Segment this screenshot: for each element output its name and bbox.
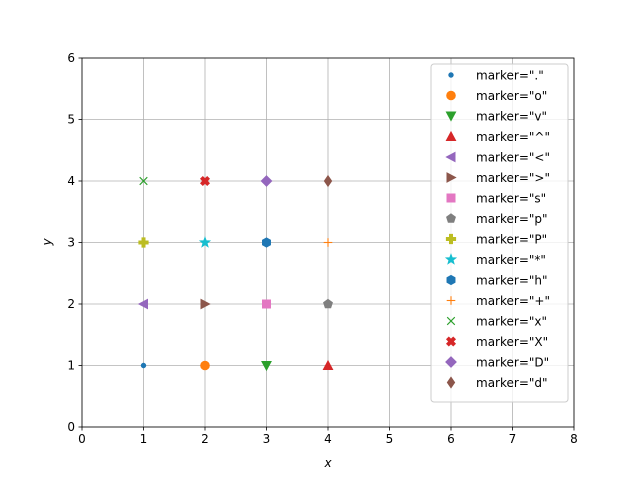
legend-label: marker="d" xyxy=(476,376,548,390)
legend-marker-thin-diamond xyxy=(446,376,456,389)
legend-marker-x-filled xyxy=(445,336,457,347)
x-tick-label: 4 xyxy=(324,432,332,446)
y-tick-label: 6 xyxy=(67,51,75,65)
y-tick-label: 1 xyxy=(67,359,75,373)
legend-label: marker="p" xyxy=(476,212,548,226)
x-tick-label: 2 xyxy=(201,432,209,446)
x-tick-label: 6 xyxy=(447,432,455,446)
legend-item: marker="s" xyxy=(446,192,546,206)
legend-marker-hexagon xyxy=(446,274,456,286)
data-point-x xyxy=(139,176,148,186)
legend-item: marker="X" xyxy=(445,335,548,349)
legend-label: marker="P" xyxy=(476,233,547,247)
legend-item: marker="v" xyxy=(445,110,547,124)
legend-item: marker="D" xyxy=(445,356,549,370)
x-tick-label: 8 xyxy=(570,432,578,446)
legend-item: marker="<" xyxy=(445,151,550,165)
legend-item: marker=">" xyxy=(446,171,550,185)
data-point-plus xyxy=(323,238,333,247)
legend-item: marker="d" xyxy=(446,376,548,390)
axes xyxy=(78,57,575,431)
data-point-triangle-down xyxy=(261,361,272,372)
legend-item: marker="." xyxy=(448,69,544,83)
y-tick-label: 0 xyxy=(67,420,75,434)
legend-item: marker="x" xyxy=(446,315,547,329)
data-point-point xyxy=(140,362,147,369)
data-point-thin-diamond xyxy=(323,174,333,188)
x-tick-label: 5 xyxy=(386,432,394,446)
legend-item: marker="^" xyxy=(445,130,550,144)
legend-marker-point xyxy=(448,72,454,78)
y-tick-label: 5 xyxy=(67,113,75,127)
y-axis-label: y xyxy=(40,238,54,247)
legend-item: marker="o" xyxy=(446,89,547,103)
data-point-diamond xyxy=(260,175,273,187)
data-point-x-filled xyxy=(199,175,211,187)
legend: marker="." marker="o" marker="v" marker="^"… xyxy=(430,63,569,403)
legend-marker-star xyxy=(444,253,458,265)
legend-item: marker="*" xyxy=(444,253,546,267)
y-tick-label: 3 xyxy=(67,236,75,250)
legend-marker-triangle-up xyxy=(445,130,457,141)
data-point-square xyxy=(262,299,271,309)
legend-box xyxy=(430,63,569,403)
x-axis-label: x xyxy=(323,456,332,470)
legend-label: marker="s" xyxy=(476,192,546,206)
legend-item: marker="p" xyxy=(446,212,548,226)
data-points xyxy=(137,174,334,372)
data-point-plus-filled xyxy=(138,237,149,248)
legend-marker-square xyxy=(446,193,456,203)
legend-label: marker="v" xyxy=(476,110,547,124)
legend-item: marker="+" xyxy=(446,294,550,308)
legend-label: marker="*" xyxy=(476,253,546,267)
legend-item: marker="h" xyxy=(446,274,548,288)
legend-label: marker="D" xyxy=(476,356,549,370)
legend-label: marker="." xyxy=(476,69,544,83)
legend-marker-pentagon xyxy=(446,213,456,223)
y-tick-label: 2 xyxy=(67,297,75,311)
tick-labels: 0 1 2 3 4 5 6 7 8 0 1 2 3 4 5 6 xyxy=(67,51,577,446)
legend-marker-triangle-down xyxy=(445,111,457,122)
data-point-triangle-up xyxy=(322,359,334,370)
legend-marker-triangle-right xyxy=(446,172,457,183)
legend-label: marker="x" xyxy=(476,315,547,329)
data-point-triangle-left xyxy=(137,298,148,310)
x-tick-label: 0 xyxy=(78,432,86,446)
data-point-star xyxy=(198,236,212,248)
legend-marker-plus xyxy=(446,296,456,305)
legend-marker-x xyxy=(446,316,456,326)
y-tick-label: 4 xyxy=(67,174,75,188)
data-point-triangle-right xyxy=(200,298,211,310)
data-point-pentagon xyxy=(323,298,333,309)
legend-marker-plus-filled xyxy=(445,233,457,245)
plot-frame xyxy=(81,57,575,428)
data-point-hexagon xyxy=(262,237,271,248)
legend-label: marker="<" xyxy=(476,151,550,165)
legend-label: marker=">" xyxy=(476,171,550,185)
legend-marker-diamond xyxy=(445,356,457,368)
data-point-circle xyxy=(200,360,210,371)
legend-label: marker="^" xyxy=(476,130,550,144)
x-tick-label: 7 xyxy=(509,432,517,446)
legend-label: marker="+" xyxy=(476,294,550,308)
legend-item: marker="P" xyxy=(445,233,547,247)
legend-label: marker="o" xyxy=(476,89,547,103)
legend-label: marker="X" xyxy=(476,335,548,349)
x-tick-label: 1 xyxy=(140,432,148,446)
x-tick-label: 3 xyxy=(263,432,271,446)
legend-marker-triangle-left xyxy=(445,151,456,163)
legend-label: marker="h" xyxy=(476,274,548,288)
legend-marker-circle xyxy=(446,90,456,101)
